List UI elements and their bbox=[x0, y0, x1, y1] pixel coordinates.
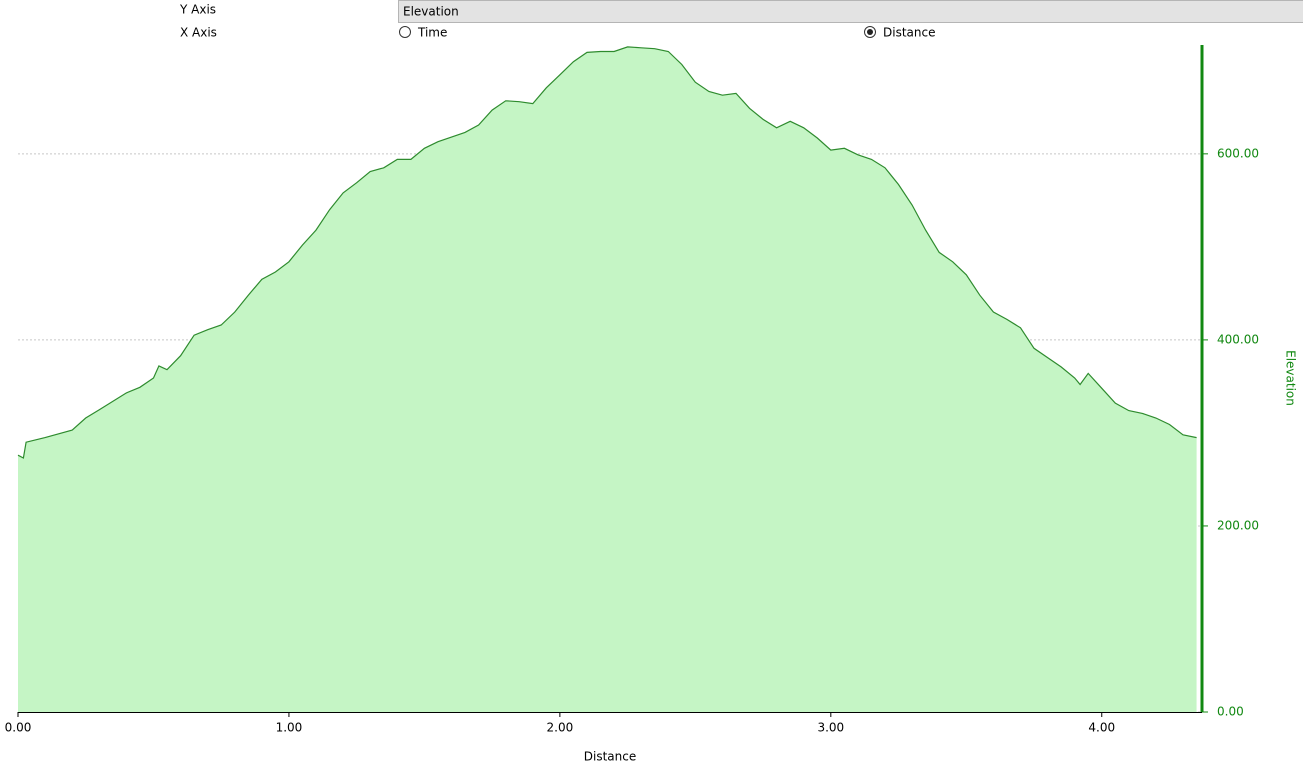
x-tick-label: 2.00 bbox=[547, 721, 574, 735]
y-tick-label: 0.00 bbox=[1217, 705, 1244, 719]
y-axis-dropdown[interactable] bbox=[398, 0, 1303, 23]
x-tick-label: 0.00 bbox=[5, 721, 32, 735]
y-axis-label: Y Axis bbox=[179, 3, 216, 17]
x-tick-label: 1.00 bbox=[276, 721, 303, 735]
dropdown-value: Elevation bbox=[403, 5, 459, 19]
radio-label: Distance bbox=[883, 26, 935, 40]
x-tick-label: 4.00 bbox=[1088, 721, 1115, 735]
area-line bbox=[17, 46, 1197, 459]
x-axis-title: Distance bbox=[584, 750, 636, 764]
radio-dot bbox=[867, 29, 873, 35]
area-fill bbox=[18, 46, 1197, 712]
x-axis-label: X Axis bbox=[180, 26, 217, 40]
y-tick-label: 400.00 bbox=[1217, 332, 1259, 346]
radio-button[interactable] bbox=[399, 26, 411, 38]
y-axis-title: Elevation bbox=[1284, 350, 1298, 406]
x-tick-label: 3.00 bbox=[817, 721, 844, 735]
y-tick-label: 200.00 bbox=[1217, 518, 1259, 532]
radio-label: Time bbox=[417, 26, 447, 40]
y-tick-label: 600.00 bbox=[1217, 146, 1259, 160]
